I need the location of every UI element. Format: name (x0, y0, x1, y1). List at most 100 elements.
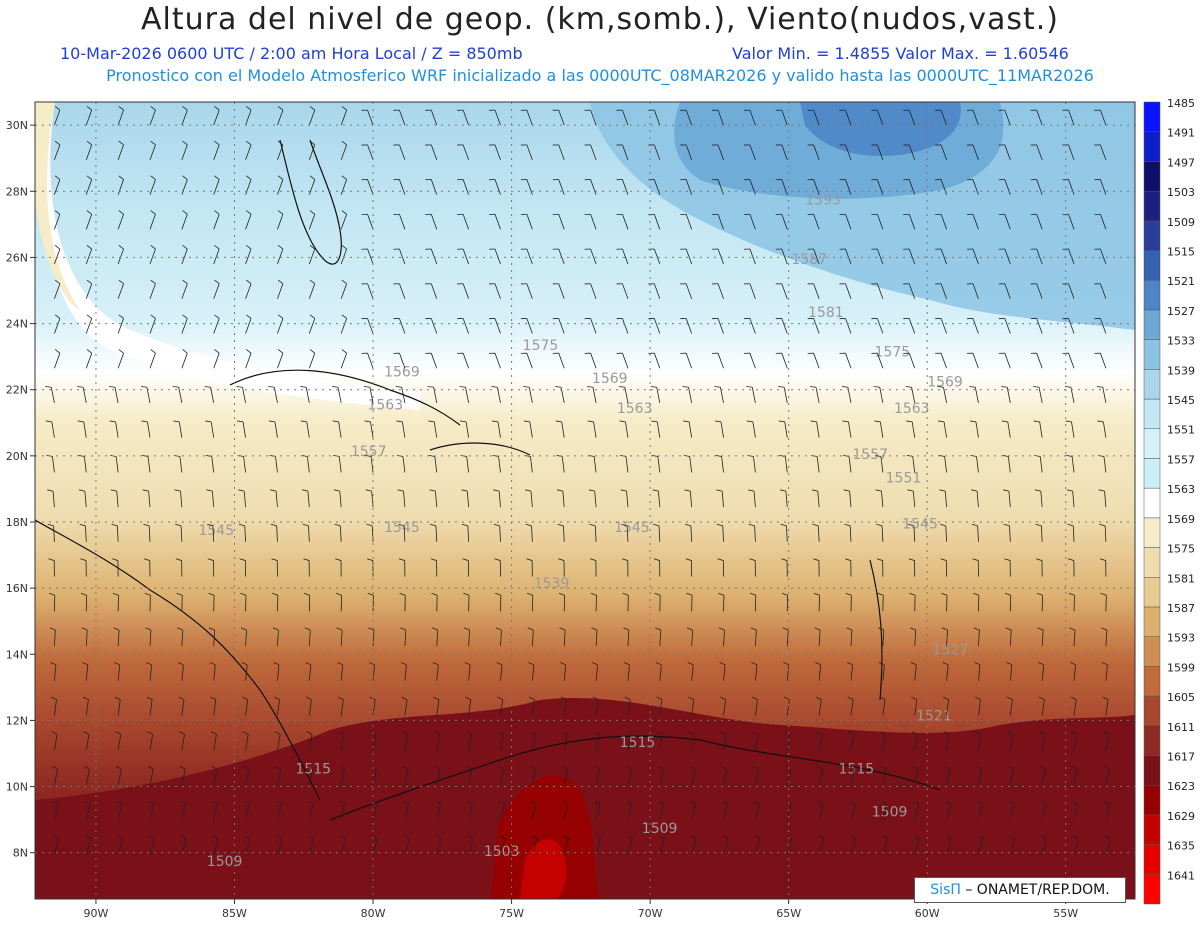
wind-barb (245, 804, 250, 820)
wind-barb-flag (906, 420, 913, 423)
wind-barb (813, 179, 820, 195)
wind-barb (723, 804, 728, 820)
wind-barb (1009, 525, 1011, 542)
wind-barb (85, 109, 93, 126)
wind-barb (590, 318, 597, 334)
wind-barb (340, 283, 348, 299)
wind-barb (434, 491, 438, 508)
wind-barb-flag (54, 314, 61, 319)
wind-barb (1105, 630, 1108, 647)
wind-barb (526, 283, 533, 299)
wind-barb (210, 421, 215, 438)
wind-barb-flag (236, 386, 243, 388)
wind-barb (305, 387, 310, 404)
wind-barb (1104, 491, 1107, 508)
wind-barb (850, 664, 853, 681)
wind-barb (148, 491, 151, 508)
wind-barb-flag (1068, 592, 1075, 596)
wind-barb-flag (653, 558, 660, 561)
wind-barb-flag (210, 731, 217, 735)
wind-barb (1068, 283, 1075, 299)
wind-barb (882, 804, 888, 820)
wind-barb (308, 734, 313, 751)
wind-barb (277, 283, 284, 299)
wind-barb (117, 144, 124, 161)
wind-barb (882, 769, 887, 785)
wind-barb (717, 248, 724, 265)
wind-barb-flag (722, 800, 728, 805)
wind-barb (500, 769, 505, 785)
wind-barb-flag (593, 765, 600, 770)
wind-barb (181, 179, 188, 195)
wind-barb-flag (977, 800, 983, 805)
wind-barb-flag (527, 627, 534, 631)
wind-barb-flag (246, 175, 252, 180)
wind-barb-flag (466, 765, 473, 770)
wind-barb (940, 179, 947, 195)
wind-barb-flag (307, 765, 313, 770)
wind-barb-flag (309, 349, 316, 354)
wind-barb (494, 214, 501, 230)
wind-barb-flag (210, 696, 217, 700)
wind-barb-flag (85, 835, 91, 840)
wind-barb-flag (274, 696, 280, 700)
wind-barb-flag (77, 420, 84, 423)
wind-barb (117, 248, 124, 265)
wind-barb-flag (116, 765, 122, 770)
wind-barb-flag (54, 140, 61, 146)
wind-barb (657, 456, 661, 473)
wind-barb (755, 630, 757, 647)
wind-barb (659, 804, 665, 820)
wind-barb (1036, 248, 1043, 265)
wind-barb (245, 179, 252, 195)
wind-barb (277, 699, 280, 716)
wind-barb-flag (941, 592, 948, 596)
wind-barb (1105, 664, 1108, 681)
wind-barb (338, 456, 342, 473)
wind-barb (1105, 699, 1109, 716)
wind-barb (403, 525, 406, 542)
wind-barb (1041, 804, 1047, 820)
wind-barb (753, 491, 756, 508)
wind-barb (367, 318, 374, 334)
wind-barb-flag (751, 662, 758, 666)
wind-barb (212, 525, 215, 542)
wind-barb-flag (212, 800, 218, 805)
wind-barb (590, 283, 597, 299)
wind-barb-flag (396, 420, 403, 423)
wind-barb-flag (563, 835, 569, 840)
wind-barb (307, 491, 310, 508)
wind-barb (526, 109, 533, 126)
wind-barb (1073, 838, 1079, 855)
wind-barb-flag (365, 454, 372, 457)
wind-barb (468, 734, 472, 751)
wind-barb-flag (748, 523, 755, 527)
wind-barb (914, 838, 920, 855)
wind-barb (845, 318, 852, 334)
wind-barb-flag (562, 765, 568, 770)
wind-barb-flag (110, 489, 117, 492)
wind-barb-flag (753, 800, 760, 805)
wind-barb-flag (940, 558, 947, 561)
wind-barb-flag (50, 662, 57, 666)
wind-barb-flag (811, 489, 818, 492)
wind-barb-flag (141, 420, 148, 423)
wind-barb-flag (1037, 627, 1044, 631)
wind-barb (468, 769, 473, 785)
wind-barb-flag (558, 592, 565, 596)
wind-barb-flag (54, 175, 61, 180)
wind-barb (717, 283, 724, 299)
wind-barb-flag (239, 558, 246, 561)
wind-barb (531, 699, 535, 716)
wind-barb-flag (750, 592, 756, 596)
credit-brand: SisΠ (930, 882, 961, 898)
wind-barb-flag (364, 420, 371, 423)
contour-label: 1569 (927, 374, 963, 390)
wind-barb (54, 734, 58, 751)
wind-barb-flag (625, 731, 631, 735)
wind-barb-flag (277, 279, 284, 285)
wind-barb (818, 699, 822, 716)
wind-barb (721, 491, 724, 508)
wind-barb (367, 353, 374, 369)
wind-barb-flag (1036, 592, 1043, 596)
